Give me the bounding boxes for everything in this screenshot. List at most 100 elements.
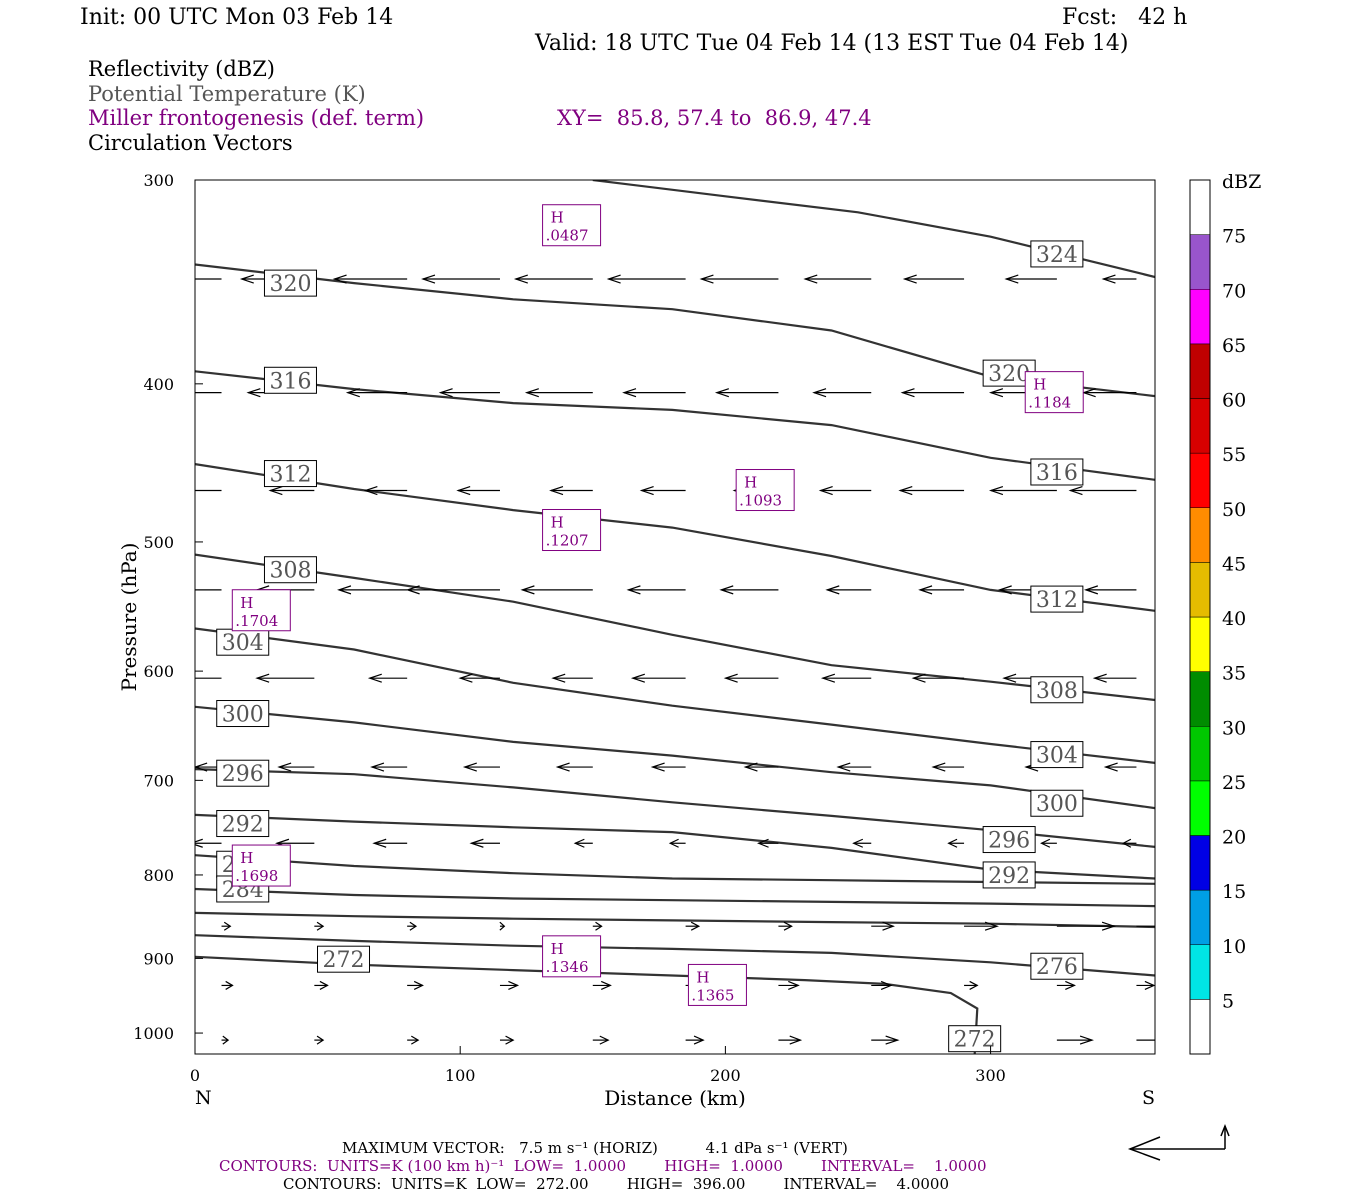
circulation-vector bbox=[524, 388, 593, 398]
vector-head bbox=[372, 838, 387, 848]
high-value: .1093 bbox=[739, 492, 782, 510]
circulation-vector bbox=[407, 1035, 420, 1045]
vector-head bbox=[714, 388, 730, 398]
north-label: N bbox=[195, 1087, 212, 1109]
contour-label-text: 300 bbox=[1036, 792, 1078, 817]
contour-label-text: 320 bbox=[269, 272, 311, 297]
frontogenesis-high: H.1365 bbox=[687, 963, 747, 1006]
circulation-vector bbox=[778, 980, 800, 990]
vector-head bbox=[650, 762, 665, 772]
circulation-vector bbox=[456, 485, 500, 496]
circulation-vector bbox=[685, 921, 701, 931]
y-axis-title: Pressure (hPa) bbox=[117, 543, 141, 692]
vector-head bbox=[757, 838, 769, 848]
contour-label: 296 bbox=[982, 826, 1036, 854]
circulation-vector bbox=[407, 980, 424, 990]
high-letter: H bbox=[551, 209, 564, 227]
vector-head bbox=[499, 921, 506, 931]
circulation-vector bbox=[650, 762, 686, 772]
circulation-vector bbox=[407, 921, 418, 931]
vector-head bbox=[555, 762, 570, 772]
colorbar-label: 70 bbox=[1222, 280, 1246, 302]
circulation-vector bbox=[852, 838, 872, 848]
vector-head bbox=[812, 388, 827, 398]
vector-head bbox=[820, 673, 836, 683]
contour-label-text: 272 bbox=[323, 948, 365, 973]
vector-head bbox=[818, 485, 833, 496]
vector-head bbox=[1002, 673, 1017, 683]
colorbar-label: 45 bbox=[1222, 553, 1246, 575]
circulation-vector bbox=[551, 673, 593, 683]
colorbar-label: 15 bbox=[1222, 881, 1246, 903]
colorbar-cell bbox=[1189, 562, 1211, 618]
vector-head bbox=[1040, 838, 1051, 848]
high-value: .1365 bbox=[691, 986, 734, 1004]
vector-head bbox=[145, 275, 157, 283]
circulation-vector bbox=[812, 388, 872, 398]
circulation-vector bbox=[499, 980, 520, 990]
vector-head bbox=[319, 980, 329, 990]
circulation-vector bbox=[145, 275, 222, 283]
colorbar-label: 65 bbox=[1222, 335, 1246, 357]
legend-potential-temperature: Potential Temperature (K) bbox=[88, 82, 366, 106]
legend-reflectivity: Reflectivity (dBZ) bbox=[88, 57, 276, 81]
high-letter: H bbox=[1033, 376, 1046, 394]
colorbar-cell bbox=[1189, 671, 1211, 727]
contour-label-box bbox=[1030, 585, 1084, 613]
contour-label-text: 272 bbox=[954, 1028, 996, 1053]
circulation-vector bbox=[988, 485, 1057, 496]
high-value: .1346 bbox=[546, 958, 589, 976]
vector-head bbox=[1101, 274, 1116, 284]
maximum-vector-note: MAXIMUM VECTOR: 7.5 m s⁻¹ (HORIZ) 4.1 dP… bbox=[342, 1139, 848, 1157]
circulation-vector bbox=[964, 921, 999, 931]
high-letter: H bbox=[551, 940, 564, 958]
contour-label-box bbox=[948, 1025, 1002, 1053]
vector-head bbox=[595, 921, 603, 931]
vector-head bbox=[513, 274, 528, 284]
colorbar-cell bbox=[1189, 398, 1211, 454]
circulation-vector bbox=[549, 485, 593, 496]
circulation-vector bbox=[458, 673, 500, 683]
vector-head bbox=[600, 980, 612, 990]
x-tick-label: 300 bbox=[975, 1066, 1006, 1085]
circulation-vector bbox=[900, 388, 965, 398]
contour-label-text: 308 bbox=[1036, 679, 1078, 704]
contour-label: 300 bbox=[1030, 789, 1084, 817]
vector-head bbox=[505, 1035, 515, 1045]
high-box bbox=[542, 204, 602, 247]
frontogenesis-high: H.1207 bbox=[542, 509, 602, 552]
vector-head bbox=[599, 1035, 610, 1045]
circulation-vector bbox=[825, 585, 872, 595]
contour-label-text: 312 bbox=[1036, 588, 1078, 613]
contour-label-box bbox=[982, 826, 1036, 854]
high-box bbox=[542, 935, 602, 978]
colorbar-cell bbox=[1189, 889, 1211, 945]
reference-vector-icon bbox=[1127, 1123, 1230, 1161]
vector-head bbox=[911, 673, 926, 683]
circulation-vector bbox=[1121, 838, 1137, 848]
vector-head bbox=[456, 485, 471, 496]
high-box bbox=[735, 469, 795, 512]
colorbar-cell bbox=[1189, 343, 1211, 399]
high-letter: H bbox=[240, 594, 253, 612]
contour-label: 296 bbox=[216, 759, 270, 787]
colorbar-cell bbox=[1189, 289, 1211, 345]
circulation-vector bbox=[1056, 1035, 1094, 1045]
circulation-vector bbox=[367, 673, 408, 683]
vector-head bbox=[239, 274, 254, 284]
contour-label: 272 bbox=[317, 945, 371, 973]
circulation-vector bbox=[818, 485, 872, 496]
contour-label-text: 316 bbox=[1036, 461, 1078, 486]
vector-head bbox=[551, 673, 566, 683]
circulation-vector bbox=[622, 388, 686, 398]
theta-contour-312 bbox=[195, 463, 1155, 612]
vector-head bbox=[984, 921, 999, 931]
vector-head bbox=[167, 586, 179, 594]
circulation-vector bbox=[871, 980, 893, 990]
forecast-hour: Fcst: 42 h bbox=[1062, 5, 1188, 30]
contour-label-text: 312 bbox=[269, 463, 311, 488]
vector-head bbox=[405, 585, 420, 595]
high-value: .0487 bbox=[546, 227, 589, 245]
y-tick-label: 600 bbox=[143, 662, 174, 681]
